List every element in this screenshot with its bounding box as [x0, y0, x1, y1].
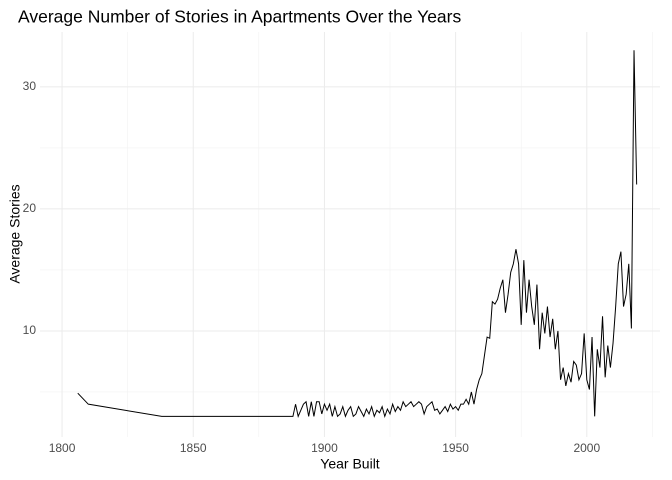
- x-tick-label: 2000: [573, 441, 600, 455]
- x-tick-label: 1800: [49, 441, 76, 455]
- x-tick-label: 1900: [311, 441, 338, 455]
- x-axis-title: Year Built: [320, 456, 380, 472]
- chart-title: Average Number of Stories in Apartments …: [18, 7, 461, 27]
- y-axis-title: Average Stories: [7, 184, 23, 283]
- x-tick-label: 1850: [180, 441, 207, 455]
- x-tick-label: 1950: [442, 441, 469, 455]
- y-tick-label: 30: [23, 79, 37, 93]
- data-line: [77, 50, 638, 419]
- y-tick-label: 10: [23, 323, 37, 337]
- y-tick-label: 20: [23, 201, 37, 215]
